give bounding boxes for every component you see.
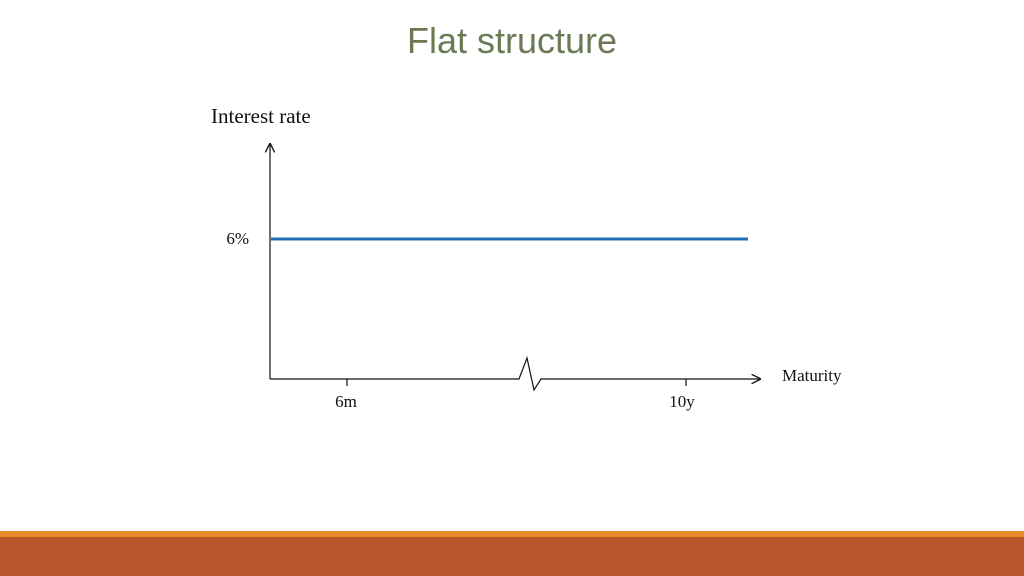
x-axis [270, 355, 760, 392]
y-axis-label: Interest rate [211, 104, 311, 128]
footer-band [0, 537, 1024, 576]
x-tick-label: 10y [669, 392, 695, 411]
x-tick-label: 6m [335, 392, 357, 411]
y-tick-label: 6% [226, 229, 249, 248]
x-axis-label: Maturity [782, 366, 842, 385]
footer-accent-stripe [0, 531, 1024, 537]
slide-title: Flat structure [406, 20, 618, 61]
